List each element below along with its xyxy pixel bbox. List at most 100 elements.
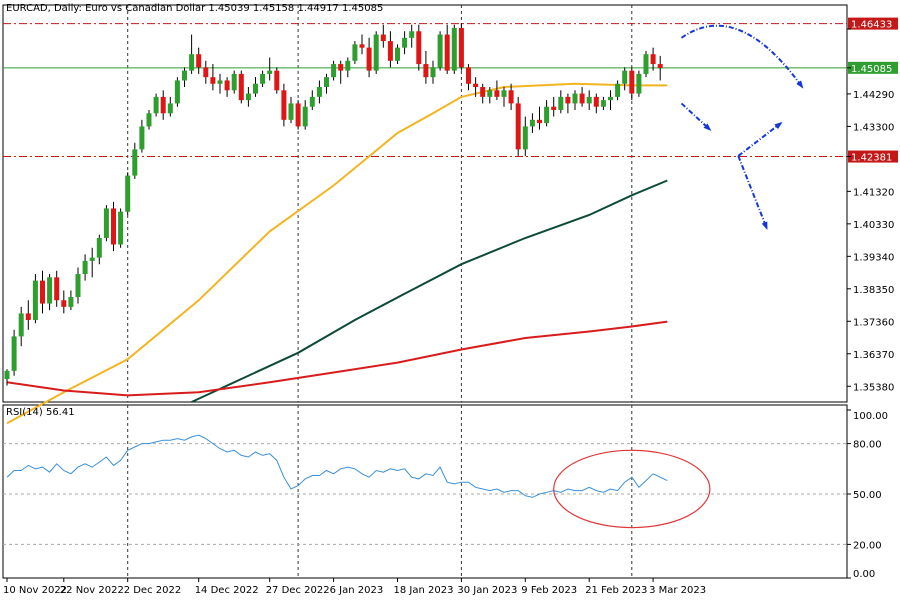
date-tick-label: 18 Jan 2023 <box>394 585 454 596</box>
rsi-tick-label: 100.00 <box>853 411 888 422</box>
rsi-highlight-ellipse <box>553 449 711 529</box>
rsi-tick-label: 50.00 <box>853 490 882 501</box>
candle-body <box>32 280 38 320</box>
candle-body <box>125 175 131 212</box>
candle-body <box>288 103 294 120</box>
candle-body <box>96 237 102 258</box>
forecast-arrow <box>680 24 804 89</box>
candle-body <box>650 54 656 65</box>
candle-body <box>508 90 514 104</box>
candle-body <box>458 27 464 68</box>
candle-body <box>558 96 564 110</box>
candle-body <box>331 64 337 78</box>
candle-body <box>25 313 31 320</box>
candle-body <box>11 336 17 371</box>
candle-body <box>18 313 24 337</box>
date-tick-label: 6 Jan 2023 <box>330 585 384 596</box>
candle-body <box>302 106 308 127</box>
candle-body <box>210 77 216 84</box>
price-tick-label: 1.41320 <box>853 187 894 198</box>
candle-body <box>111 208 116 245</box>
candle-body <box>238 73 244 101</box>
forecast-arrow <box>680 102 712 132</box>
rsi-panel <box>3 434 847 545</box>
candle-body <box>359 44 365 48</box>
candle-body <box>565 96 571 104</box>
chart-title: EURCAD, Daily: Euro vs Canadian Dollar 1… <box>6 3 384 14</box>
candle-body <box>494 90 500 97</box>
candle-body <box>338 64 344 71</box>
rsi-line <box>6 434 668 498</box>
candle-body <box>40 280 45 304</box>
axes: 1.46433 1.45085 1.42381 1.44290 1.43300 1.413… <box>3 17 898 596</box>
price-tick-label: 1.39340 <box>853 252 894 263</box>
candle-body <box>89 257 95 261</box>
date-tick-label: 2 Dec 2022 <box>124 585 182 596</box>
ma-fast-line <box>6 82 668 425</box>
rsi-tick-label: 20.00 <box>853 540 882 551</box>
candle-body <box>451 27 457 71</box>
candle-body <box>437 34 443 68</box>
candle-body <box>316 87 322 97</box>
candle-body <box>544 106 550 124</box>
candle-body <box>387 41 393 61</box>
candle-body <box>253 83 258 94</box>
candle-body <box>423 64 429 78</box>
date-tick-label: 9 Feb 2023 <box>521 585 577 596</box>
price-tick-label: 1.37360 <box>853 317 894 328</box>
date-tick-label: 27 Dec 2022 <box>266 585 330 596</box>
candle-body <box>4 370 10 380</box>
candle-body <box>466 67 471 84</box>
chart-background <box>2 4 848 579</box>
candle-body <box>103 208 109 238</box>
candle-body <box>629 70 635 94</box>
forecast-arrow <box>737 121 783 157</box>
candle-body <box>430 67 436 78</box>
price-tick-label: 1.36370 <box>853 350 894 361</box>
candle-body <box>551 106 557 110</box>
candle-body <box>160 96 166 114</box>
candle-body <box>352 44 358 61</box>
candle-body <box>600 100 606 107</box>
candle-body <box>366 47 372 71</box>
level-label-bg <box>848 150 898 163</box>
level-label-bg <box>848 17 898 30</box>
candle-body <box>167 103 173 114</box>
candle-body <box>345 60 351 71</box>
date-tick-label: 22 Nov 2022 <box>60 585 124 596</box>
rsi-title: RSI(14) 56.41 <box>6 407 75 418</box>
candle-body <box>281 90 287 120</box>
candle-body <box>118 211 124 245</box>
candle-body <box>487 90 493 97</box>
candle-body <box>68 297 74 307</box>
candle-body <box>636 73 642 94</box>
ma-slow-line <box>6 320 668 397</box>
candle-body <box>231 73 237 91</box>
candlesticks <box>4 23 663 386</box>
price-tick-label: 1.43300 <box>853 122 894 133</box>
candle-body <box>224 80 230 91</box>
candle-body <box>189 54 195 71</box>
candle-body <box>82 260 88 275</box>
date-tick-label: 3 Mar 2023 <box>649 585 706 596</box>
candle-body <box>529 119 535 127</box>
level-label: 1.45085 <box>851 64 892 75</box>
date-tick-label: 21 Feb 2023 <box>585 585 647 596</box>
candle-body <box>132 149 138 176</box>
candle-body <box>274 70 280 91</box>
candle-body <box>522 126 528 150</box>
date-tick-label: 10 Nov 2022 <box>3 585 67 596</box>
candle-body <box>203 67 209 78</box>
chart-grid <box>127 5 633 578</box>
candle-body <box>146 113 152 127</box>
candle-body <box>54 277 60 301</box>
candle-body <box>196 54 202 68</box>
candle-body <box>643 54 649 74</box>
candle-body <box>501 90 507 97</box>
price-tick-label: 1.40330 <box>853 220 894 231</box>
candle-body <box>324 77 329 88</box>
candle-body <box>61 300 67 307</box>
candle-body <box>593 96 599 107</box>
level-label: 1.42381 <box>851 153 892 164</box>
